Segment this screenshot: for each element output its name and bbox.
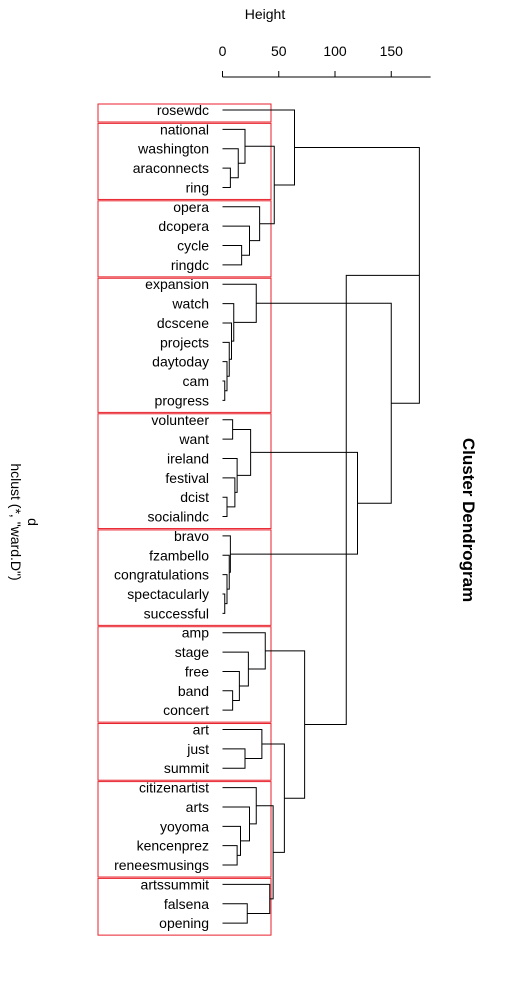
leaf-label: opening <box>159 915 209 931</box>
dendrogram-branches <box>222 109 420 924</box>
cluster-box <box>97 723 272 781</box>
merge-branch <box>222 825 241 856</box>
leaf-label: want <box>178 431 209 447</box>
cluster-box <box>97 103 272 123</box>
merge-branch <box>222 167 231 188</box>
leaf-label: falsena <box>164 896 209 912</box>
cluster-box <box>97 122 272 200</box>
leaf-label: expansion <box>145 276 209 292</box>
leaf-label: reneesmusings <box>114 857 209 873</box>
merge-branch <box>222 496 228 518</box>
leaf-label: artssummit <box>141 876 210 892</box>
leaf-label: rosewdc <box>157 102 209 118</box>
merge-branch <box>222 225 250 256</box>
leaf-label: ireland <box>167 450 209 466</box>
leaf-label: kencenprez <box>137 838 209 854</box>
cluster-box <box>97 626 272 723</box>
merge-branch <box>222 322 232 360</box>
merge-branch <box>222 419 234 440</box>
leaf-label: bravo <box>174 528 209 544</box>
leaf-label: ring <box>186 179 209 195</box>
merge-branch <box>222 748 246 769</box>
leaf-label: amp <box>182 625 209 641</box>
leaf-label: festival <box>165 470 209 486</box>
leaf-label: citizenartist <box>139 780 209 796</box>
leaf-label: volunteer <box>151 412 209 428</box>
subtitle-hclust: hclust (*, "ward.D") <box>8 463 24 580</box>
merge-branch <box>304 274 420 726</box>
merge-branch <box>222 883 271 914</box>
merge-branch <box>222 903 248 924</box>
merge-branch <box>256 302 392 504</box>
merge-branch <box>222 806 250 842</box>
merge-branch <box>222 729 263 760</box>
leaf-label: projects <box>160 334 209 350</box>
merge-branch <box>222 341 230 377</box>
leaf-label: fzambello <box>149 547 209 563</box>
leaf-label: stage <box>175 644 209 660</box>
leaf-label: concert <box>163 702 209 718</box>
merge-branch <box>222 109 295 186</box>
cluster-box <box>97 277 272 413</box>
merge-branch <box>222 128 246 164</box>
merge-branch <box>222 303 235 342</box>
leaf-label: washington <box>137 141 209 157</box>
leaf-label: watch <box>171 296 209 312</box>
cluster-box <box>97 413 272 530</box>
leaf-label: cycle <box>177 238 209 254</box>
leaf-labels: rosewdc national washington araconnects ring… <box>114 102 209 931</box>
cluster-box <box>97 781 272 878</box>
leaf-label: arts <box>186 799 209 815</box>
leaf-label: ringdc <box>171 257 209 273</box>
leaf-label: dcopera <box>158 218 209 234</box>
axis-tick-label: 150 <box>380 43 404 59</box>
leaf-label: spectacularly <box>127 586 209 602</box>
merge-branch <box>222 670 240 701</box>
axis-tick-label: 0 <box>219 43 227 59</box>
leaf-label: dcist <box>180 489 209 505</box>
leaf-label: progress <box>155 392 209 408</box>
cluster-boxes <box>97 103 272 936</box>
axis-label: Height <box>245 6 286 22</box>
leaf-label: opera <box>173 199 209 215</box>
leaf-label: yoyoma <box>160 818 209 834</box>
cluster-box <box>97 877 272 936</box>
leaf-label: summit <box>164 760 209 776</box>
merge-branch <box>222 632 266 670</box>
leaf-label: national <box>160 121 209 137</box>
merge-branch <box>222 845 238 866</box>
subtitle-d: d <box>25 518 41 526</box>
merge-branch <box>222 206 261 242</box>
leaf-label: successful <box>144 605 209 621</box>
cluster-box <box>97 529 272 626</box>
leaf-label: socialindc <box>148 509 209 525</box>
merge-branch <box>222 380 226 401</box>
leaf-label: art <box>193 722 209 738</box>
leaf-label: araconnects <box>133 160 209 176</box>
merge-branch <box>222 593 226 614</box>
leaf-label: band <box>178 683 209 699</box>
leaf-label: daytoday <box>152 354 209 370</box>
chart-title: Cluster Dendrogram <box>459 438 478 602</box>
merge-branch <box>230 451 358 555</box>
leaf-label: congratulations <box>114 567 209 583</box>
merge-branch <box>222 245 243 266</box>
leaf-label: free <box>185 663 209 679</box>
axis-tick-label: 50 <box>271 43 287 59</box>
cluster-box <box>97 200 272 278</box>
merge-branch <box>222 554 230 590</box>
leaf-label: cam <box>183 373 209 389</box>
leaf-label: dcscene <box>157 315 209 331</box>
axis-tick-label: 100 <box>323 43 347 59</box>
leaf-label: just <box>186 741 209 757</box>
merge-branch <box>222 787 257 825</box>
merge-branch <box>222 477 236 508</box>
merge-branch <box>222 651 249 687</box>
height-axis: 0 50 100 150 <box>219 43 431 78</box>
merge-branch <box>232 428 252 476</box>
merge-branch <box>222 690 234 711</box>
